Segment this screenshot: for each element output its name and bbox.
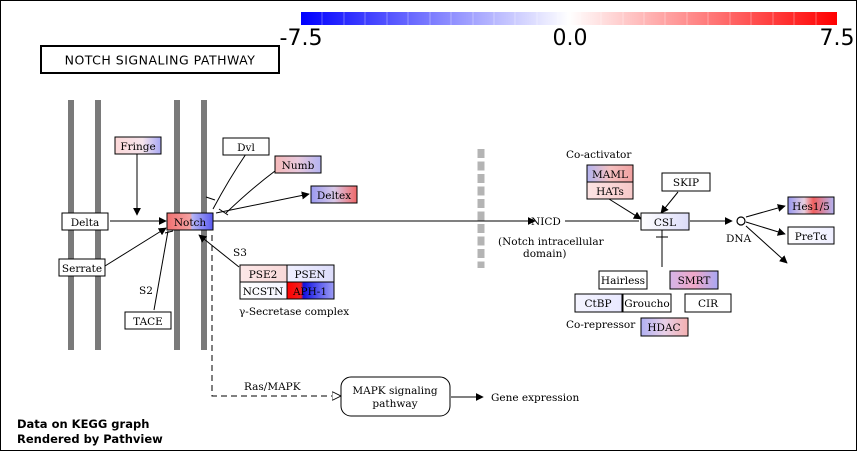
- svg-text:PSE2: PSE2: [249, 269, 278, 281]
- footer: Data on KEGG graph Rendered by Pathview: [17, 417, 163, 446]
- edge-dna-target: [745, 225, 788, 264]
- node-numb[interactable]: Numb: [274, 155, 322, 174]
- svg-text:MAPK signaling: MAPK signaling: [352, 385, 438, 397]
- node-fringe[interactable]: Fringe: [114, 136, 162, 155]
- node-maml[interactable]: MAML: [586, 164, 634, 183]
- node-delta[interactable]: Delta: [61, 212, 109, 231]
- edge-dvl-notch: [212, 153, 247, 210]
- label-nicd-desc-2: domain): [523, 248, 566, 260]
- svg-text:Deltex: Deltex: [317, 190, 351, 202]
- svg-text:HATs: HATs: [596, 186, 624, 198]
- edge-tace-notch: [153, 230, 169, 311]
- node-hats[interactable]: HATs: [586, 181, 634, 200]
- node-skip[interactable]: SKIP: [661, 172, 711, 192]
- label-ras-mapk: Ras/MAPK: [244, 381, 301, 393]
- svg-text:SMRT: SMRT: [678, 275, 711, 287]
- svg-text:CIR: CIR: [698, 298, 719, 310]
- node-ncstn[interactable]: NCSTN: [239, 281, 288, 300]
- edge-notch-mapk: [211, 235, 340, 396]
- node-dvl[interactable]: Dvl: [222, 137, 270, 156]
- edge-numb-notch: [225, 170, 276, 214]
- pathway-edges: [104, 153, 788, 401]
- pathway-title: NOTCH SIGNALING PATHWAY: [40, 45, 280, 74]
- node-psen[interactable]: PSEN: [286, 264, 335, 283]
- pathway-title-text: NOTCH SIGNALING PATHWAY: [65, 53, 256, 68]
- node-deltex[interactable]: Deltex: [310, 185, 358, 204]
- svg-text:HDAC: HDAC: [647, 322, 680, 334]
- label-nicd: NICD: [531, 216, 561, 228]
- svg-text:Notch: Notch: [174, 217, 207, 229]
- svg-text:CSL: CSL: [654, 217, 676, 229]
- label-corepressor: Co-repressor: [566, 319, 636, 331]
- node-preta[interactable]: PreTα: [787, 226, 835, 245]
- dna-node: [736, 216, 746, 226]
- node-csl[interactable]: CSL: [640, 212, 690, 231]
- svg-text:PSEN: PSEN: [294, 269, 325, 281]
- footer-line-1: Data on KEGG graph: [17, 417, 149, 431]
- svg-text:Hairless: Hairless: [601, 275, 645, 287]
- label-dna: DNA: [726, 233, 752, 245]
- svg-text:APH-1: APH-1: [292, 286, 327, 298]
- node-hdac[interactable]: HDAC: [640, 317, 689, 337]
- inhibit-bar: [218, 208, 229, 216]
- label-gene-expression: Gene expression: [491, 392, 579, 404]
- node-mapk-pathway[interactable]: MAPK signaling pathway: [340, 376, 451, 417]
- inhibit-bar: [205, 196, 216, 201]
- node-aph1[interactable]: APH-1: [286, 281, 335, 300]
- svg-text:Dvl: Dvl: [237, 142, 255, 154]
- edge-secretase-notch: [198, 234, 240, 268]
- svg-text:Groucho: Groucho: [624, 298, 669, 310]
- node-hes15[interactable]: Hes1/5: [787, 196, 835, 215]
- pathway-labels: S2 S3 γ-Secretase complex NICD (Notch in…: [139, 149, 752, 404]
- svg-text:TACE: TACE: [133, 316, 163, 328]
- label-nicd-desc-1: (Notch intracellular: [498, 236, 605, 248]
- node-tace[interactable]: TACE: [124, 311, 172, 330]
- gene-nodes: Fringe Dvl Numb Deltex Delta Notch Serra…: [58, 136, 835, 417]
- label-s2: S2: [139, 285, 153, 297]
- svg-text:Delta: Delta: [71, 217, 99, 229]
- svg-text:Fringe: Fringe: [120, 141, 155, 153]
- footer-line-2: Rendered by Pathview: [17, 432, 163, 446]
- label-coactivator: Co-activator: [566, 149, 632, 161]
- svg-text:Numb: Numb: [282, 160, 315, 172]
- node-serrate[interactable]: Serrate: [58, 258, 106, 277]
- edge-coactivator-csl: [608, 198, 642, 220]
- node-cir[interactable]: CIR: [684, 293, 732, 313]
- edge-dna-hes: [745, 204, 786, 218]
- edge-skip-csl: [660, 191, 679, 214]
- node-groucho[interactable]: Groucho: [622, 293, 672, 313]
- scale-max-label: 7.5: [820, 26, 855, 51]
- node-pse2[interactable]: PSE2: [239, 264, 288, 283]
- scale-min-label: -7.5: [280, 26, 323, 51]
- svg-text:PreTα: PreTα: [795, 231, 827, 243]
- node-smrt[interactable]: SMRT: [669, 270, 719, 290]
- node-notch[interactable]: Notch: [166, 212, 214, 231]
- node-ctbp[interactable]: CtBP: [574, 293, 623, 313]
- svg-text:SKIP: SKIP: [673, 177, 699, 189]
- color-scale: -7.5 0.0 7.5: [280, 12, 855, 51]
- scale-mid-label: 0.0: [553, 26, 588, 51]
- color-scale-bar: [301, 12, 837, 25]
- edge-notch-deltex: [215, 191, 310, 214]
- label-s3: S3: [233, 247, 247, 259]
- node-hairless[interactable]: Hairless: [598, 270, 648, 290]
- inhibit-bar: [164, 230, 174, 234]
- svg-text:Serrate: Serrate: [62, 263, 102, 275]
- svg-text:MAML: MAML: [592, 169, 628, 181]
- label-gamma-secretase: γ-Secretase complex: [239, 306, 349, 318]
- svg-text:pathway: pathway: [372, 398, 417, 410]
- edge-serrate-notch: [104, 227, 167, 267]
- svg-text:CtBP: CtBP: [584, 298, 611, 310]
- svg-text:NCSTN: NCSTN: [243, 286, 284, 298]
- svg-text:Hes1/5: Hes1/5: [792, 201, 830, 213]
- edge-dna-preta: [745, 221, 786, 236]
